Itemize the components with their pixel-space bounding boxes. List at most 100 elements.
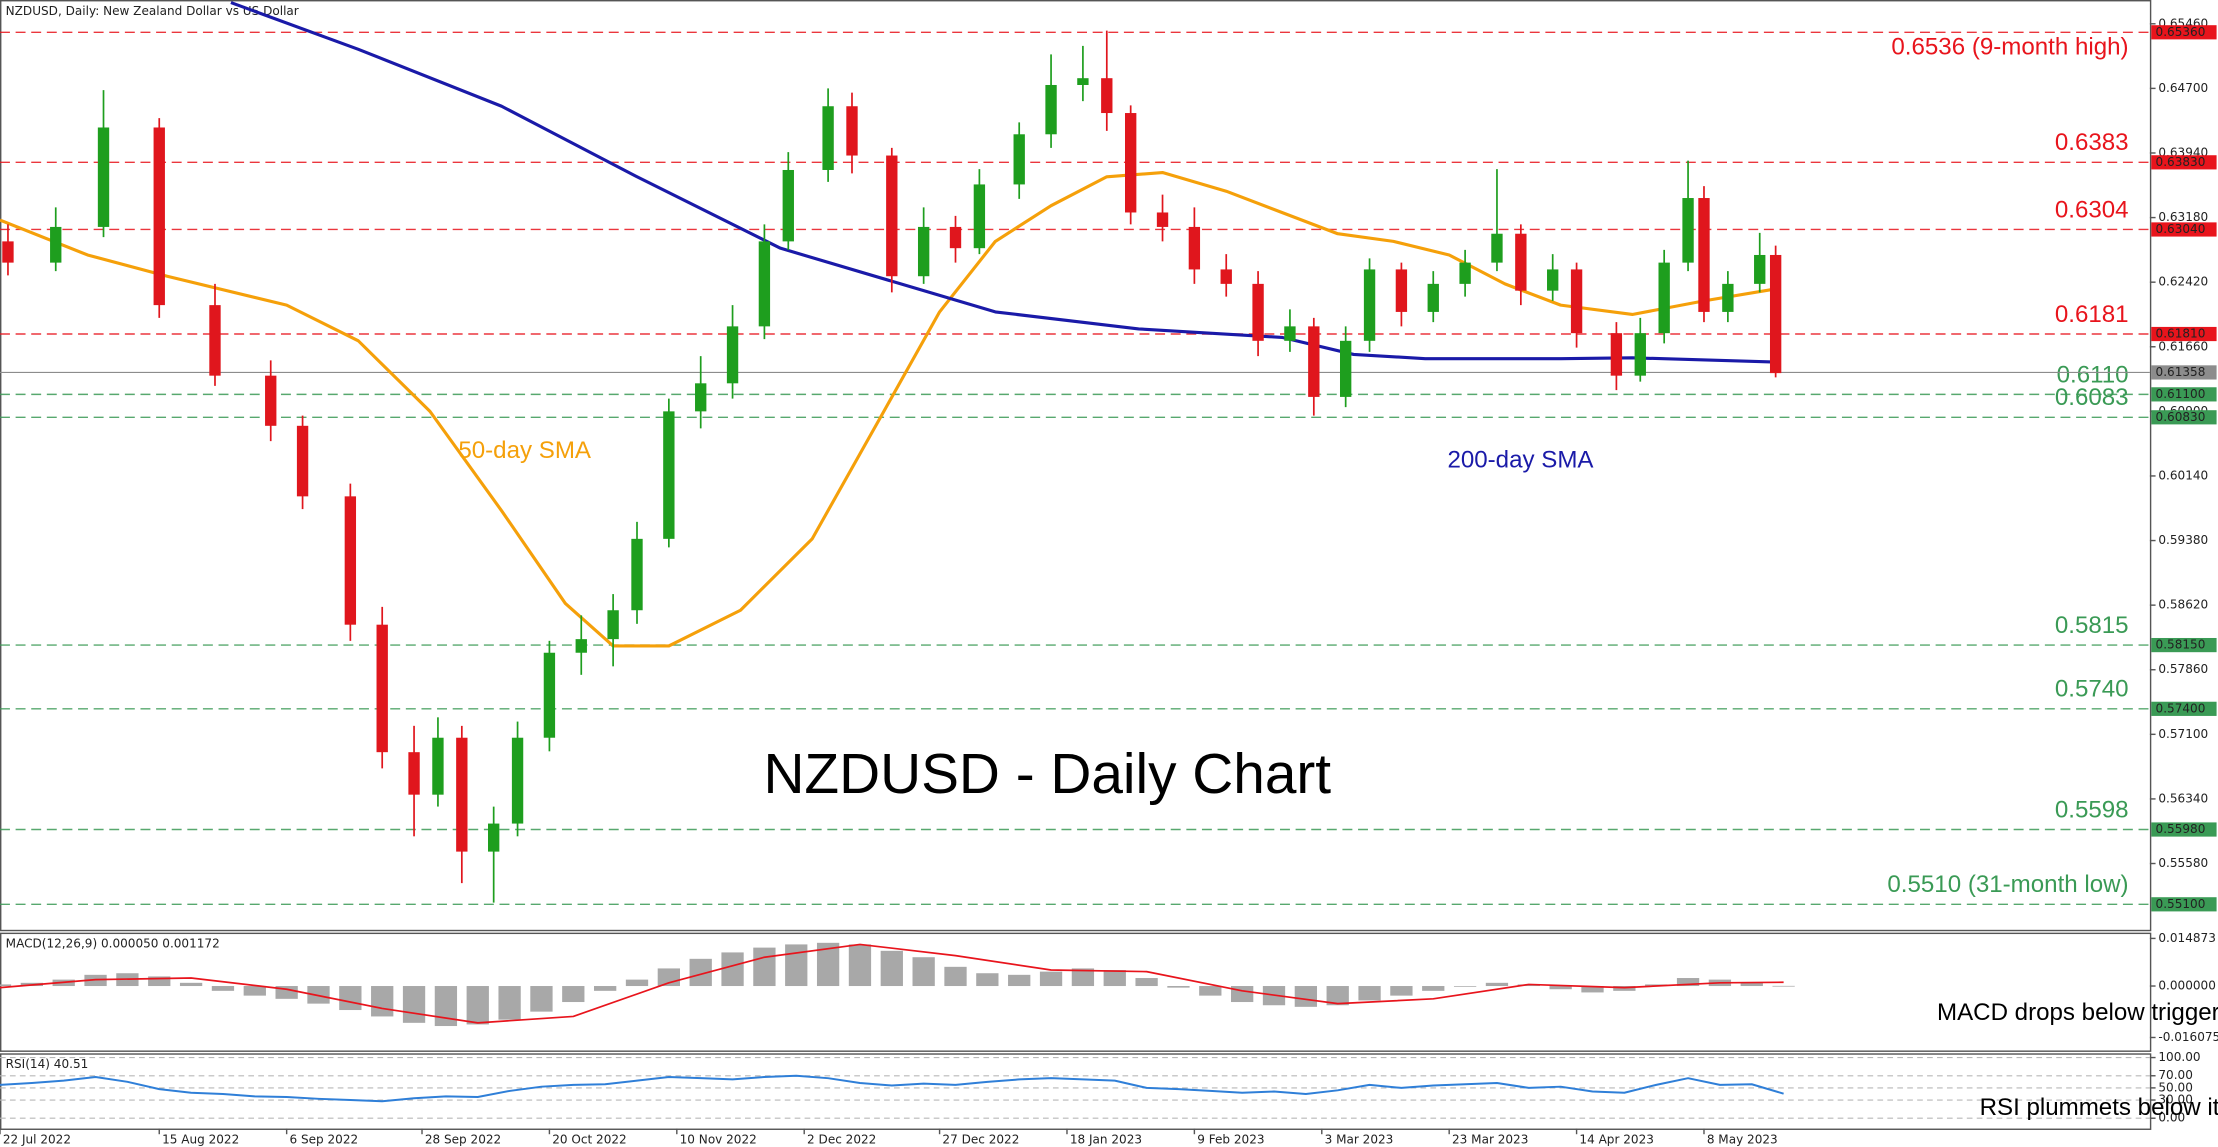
level-badge xyxy=(2151,155,2217,170)
candle-body xyxy=(511,737,524,824)
level-label: 0.5740 xyxy=(2055,676,2129,703)
candle-body xyxy=(822,106,834,170)
y-tick-label: 0.61660 xyxy=(2158,339,2208,353)
x-tick-label: 6 Sep 2022 xyxy=(289,1132,358,1146)
macd-bar xyxy=(1326,986,1349,1006)
level-label: 0.6083 xyxy=(2055,384,2129,411)
candle-body xyxy=(1013,134,1025,185)
macd-bar xyxy=(1422,986,1445,991)
y-tick-label: 0.000000 xyxy=(2158,979,2215,993)
candle-body xyxy=(1220,269,1232,284)
macd-bar xyxy=(1008,974,1031,987)
candle-body xyxy=(296,425,309,497)
level-badge xyxy=(2151,222,2217,237)
y-tick-label: 0.58620 xyxy=(2158,598,2208,612)
candle-body xyxy=(631,538,643,611)
level-badge-label: 0.58150 xyxy=(2156,638,2206,652)
candle-body xyxy=(432,737,444,795)
candle-body xyxy=(1682,198,1694,263)
last-price-badge xyxy=(2151,365,2217,380)
candle-body xyxy=(1547,269,1559,291)
y-tick-label: 0.57860 xyxy=(2158,662,2208,676)
level-label: 0.6536 (9-month high) xyxy=(1891,33,2128,60)
y-tick-label: 0.59380 xyxy=(2158,533,2208,547)
macd-bar xyxy=(1676,978,1700,987)
x-tick-label: 20 Oct 2022 xyxy=(552,1132,626,1146)
x-tick-label: 27 Dec 2022 xyxy=(942,1132,1019,1146)
x-tick-label: 8 May 2023 xyxy=(1707,1132,1778,1146)
y-tick-label: 70.00 xyxy=(2158,1068,2192,1082)
candle-body xyxy=(917,226,930,277)
x-tick-label: 15 Aug 2022 xyxy=(162,1132,239,1146)
level-badge-label: 0.65360 xyxy=(2156,25,2206,39)
level-badge-label: 0.63830 xyxy=(2156,155,2206,169)
macd-bar xyxy=(0,984,12,987)
level-badge-label: 0.61100 xyxy=(2156,387,2206,401)
candle-body xyxy=(949,226,962,249)
candle-body xyxy=(782,169,794,242)
macd-bar xyxy=(179,982,203,987)
macd-bar xyxy=(1071,968,1095,987)
candle-body xyxy=(1570,269,1583,334)
macd-bar xyxy=(912,957,935,987)
macd-bar xyxy=(498,986,521,1020)
sma-line xyxy=(0,170,1776,648)
candle-body xyxy=(1754,254,1766,284)
candle-body xyxy=(1769,254,1782,374)
candle-body xyxy=(726,326,739,384)
y-tick-label: 0.60140 xyxy=(2158,468,2208,482)
x-tick-label: 3 Mar 2023 xyxy=(1325,1132,1394,1146)
candle-body xyxy=(1427,283,1439,312)
macd-bar xyxy=(1199,986,1222,996)
macd-bar xyxy=(371,986,394,1017)
macd-bar xyxy=(434,986,458,1027)
macd-bar xyxy=(211,986,235,991)
macd-bar xyxy=(689,958,712,987)
candle-body xyxy=(1045,84,1057,135)
candle-body xyxy=(1284,326,1296,341)
macd-bar xyxy=(1294,986,1318,1007)
panel-title: MACD(12,26,9) 0.000050 0.001172 xyxy=(6,937,220,951)
macd-bar xyxy=(880,950,903,987)
level-badge xyxy=(2151,25,2217,40)
candle-body xyxy=(1188,226,1201,270)
level-badge xyxy=(2151,387,2217,402)
macd-bar xyxy=(594,986,617,991)
macd-bar xyxy=(562,986,585,1003)
y-tick-label: 30.00 xyxy=(2158,1093,2192,1107)
level-badge xyxy=(2151,701,2217,716)
last-price-label: 0.61358 xyxy=(2156,365,2206,379)
candle-body xyxy=(1101,78,1113,114)
x-tick-label: 18 Jan 2023 xyxy=(1070,1132,1142,1146)
candle-body xyxy=(1698,198,1710,312)
candle-body xyxy=(543,652,556,738)
level-badge-label: 0.60830 xyxy=(2156,410,2206,424)
macd-bar xyxy=(1581,986,1604,993)
candle-body xyxy=(1308,326,1320,397)
level-badge xyxy=(2151,637,2217,653)
candle-body xyxy=(488,823,500,852)
main-panel xyxy=(0,0,2152,932)
candle-body xyxy=(50,226,62,263)
candle-body xyxy=(1125,113,1137,213)
macd-bar xyxy=(1390,986,1413,996)
y-tick-label: 0.62420 xyxy=(2158,275,2208,289)
candle-body xyxy=(408,752,420,795)
candle-body xyxy=(1252,283,1264,341)
candle-body xyxy=(1722,283,1734,312)
annotation: RSI plummets below its 50-neutral mark xyxy=(1980,1094,2218,1121)
candle-body xyxy=(1363,269,1376,341)
level-label: 0.6110 xyxy=(2057,361,2129,388)
candle-body xyxy=(1491,233,1503,263)
level-badge-label: 0.57400 xyxy=(2156,701,2206,715)
y-tick-label: 0.63180 xyxy=(2158,210,2208,224)
macd-bar xyxy=(944,966,967,987)
y-tick-label: 100.00 xyxy=(2158,1050,2200,1064)
macd-bar xyxy=(1453,986,1477,987)
candle-body xyxy=(1077,78,1089,85)
candle-body xyxy=(376,624,388,753)
x-tick-label: 22 Jul 2022 xyxy=(3,1132,71,1146)
macd-bar xyxy=(976,973,999,987)
candle-body xyxy=(1459,262,1471,284)
macd-bar xyxy=(848,944,872,987)
